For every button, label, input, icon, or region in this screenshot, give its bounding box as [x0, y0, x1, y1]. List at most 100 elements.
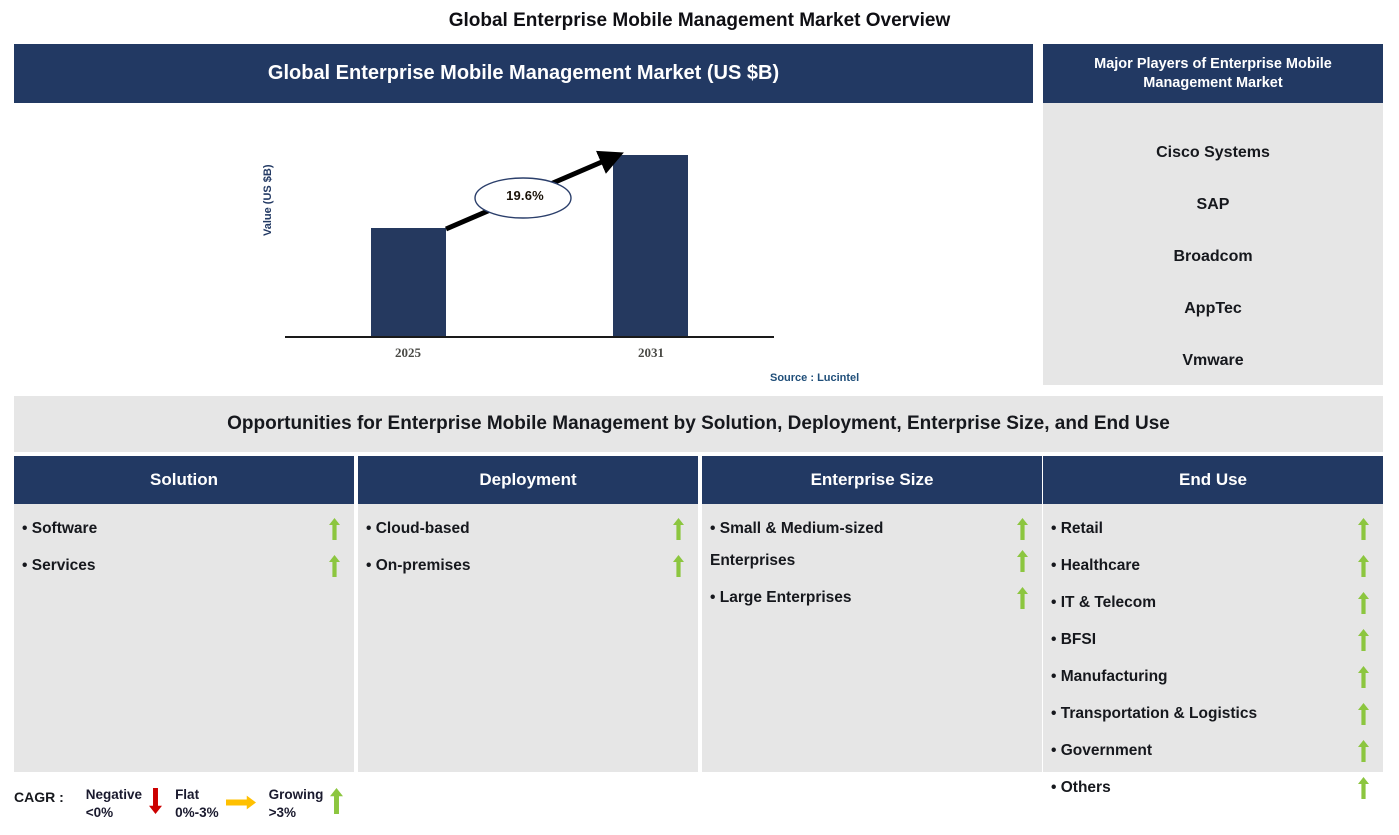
cagr-value-label: 19.6% [506, 188, 544, 203]
opportunity-list-item: • Retail [1043, 513, 1383, 550]
cagr-legend-entry-range: <0% [85, 805, 114, 820]
arrow-up-icon [1358, 518, 1369, 540]
trend-arrow-group [673, 513, 684, 550]
arrow-up-icon [329, 555, 340, 577]
trend-arrow-growing [1358, 555, 1369, 577]
source-note: Source : Lucintel [770, 372, 860, 384]
arrow-up-icon [1358, 740, 1369, 762]
bar-label-2031: 2031 [638, 345, 664, 360]
arrow-up-icon [1358, 555, 1369, 577]
cagr-legend-entry-name: Growing [268, 787, 324, 802]
opportunity-column-solution: Solution • Software • Services [14, 456, 354, 772]
opportunities-banner: Opportunities for Enterprise Mobile Mana… [14, 396, 1383, 452]
column-list-end-use: • Retail • Healthcare • IT & Telecom • BFSI… [1043, 504, 1383, 809]
column-header-enterprise-size: Enterprise Size [702, 456, 1042, 504]
trend-arrow-growing [329, 555, 340, 577]
opportunity-item-label: • BFSI [1051, 631, 1097, 648]
column-header-deployment: Deployment [358, 456, 698, 504]
trend-arrow-growing [1358, 666, 1369, 688]
trend-arrow-group [1358, 661, 1369, 698]
trend-arrow-growing [1358, 592, 1369, 614]
cagr-legend-entry: Growing >3% [269, 786, 351, 822]
opportunity-list-item: • On-premises [358, 550, 698, 587]
opportunity-list-item: • Large Enterprises [702, 582, 1042, 619]
trend-arrow-growing [1358, 740, 1369, 762]
column-list-deployment: • Cloud-based • On-premises [358, 504, 698, 587]
cagr-growth-arrow [445, 150, 624, 232]
opportunity-list-item: • Transportation & Logistics [1043, 698, 1383, 735]
trend-arrow-group [1358, 624, 1369, 661]
opportunity-item-label: • Large Enterprises [710, 589, 852, 606]
trend-arrow-group [1358, 698, 1369, 735]
trend-arrow-growing [1358, 629, 1369, 651]
arrow-up-icon [1358, 703, 1369, 725]
cagr-legend-entry: Flat 0%-3% [175, 786, 263, 822]
opportunity-item-label: • Retail [1051, 520, 1103, 537]
arrow-up-icon [1358, 629, 1369, 651]
trend-arrow-growing [329, 518, 340, 540]
arrow-up-icon [1358, 777, 1369, 799]
opportunity-item-label: • Transportation & Logistics [1051, 705, 1258, 722]
trend-arrow-group [1017, 513, 1028, 582]
trend-arrow-group [1017, 582, 1028, 619]
opportunity-item-label: • Government [1051, 742, 1153, 759]
opportunity-item-label: • Services [22, 557, 96, 574]
arrow-up-green-icon [330, 786, 344, 819]
trend-arrow-growing [1358, 777, 1369, 799]
opportunity-list-item: • Small & Medium-sized Enterprises [702, 513, 1042, 582]
cagr-legend-entry-range: >3% [268, 805, 296, 820]
major-player-item: Cisco Systems [1156, 144, 1270, 161]
opportunity-item-label: • Healthcare [1051, 557, 1140, 574]
trend-arrow-group [1358, 772, 1369, 809]
trend-arrow-growing [673, 555, 684, 577]
cagr-legend-entry-name: Negative [85, 787, 143, 802]
cagr-legend-entry: Negative <0% [86, 786, 169, 822]
trend-arrow-group [673, 550, 684, 587]
arrow-up-icon [1017, 518, 1028, 540]
arrow-down-red-icon [149, 786, 163, 819]
opportunity-list-item: • Services [14, 550, 354, 587]
opportunity-list-item: • Healthcare [1043, 550, 1383, 587]
opportunity-column-end-use: End Use • Retail • Healthcare • IT & Telec… [1043, 456, 1383, 799]
cagr-legend-entry-labels: Flat 0%-3% [175, 786, 219, 822]
chart-plot-area [14, 103, 1033, 385]
major-players-list: Cisco Systems SAP Broadcom AppTec Vmware [1043, 103, 1383, 385]
cagr-legend-entry-name: Flat [175, 787, 200, 802]
major-player-item: Vmware [1182, 352, 1244, 369]
cagr-legend-items: Negative <0% Flat 0%-3% Growing >3% [86, 786, 357, 822]
cagr-legend: CAGR : Negative <0% Flat 0%-3% Growing >3% [14, 786, 356, 830]
cagr-legend-title: CAGR : [14, 789, 64, 805]
trend-arrow-group [1358, 550, 1369, 587]
opportunity-list-item: • Others [1043, 772, 1383, 809]
trend-arrow-group [329, 550, 340, 587]
opportunity-item-label: • Software [22, 520, 98, 537]
chart-y-axis-label: Value (US $B) [262, 164, 274, 236]
arrow-down-icon [149, 788, 163, 814]
opportunity-list-item: • Manufacturing [1043, 661, 1383, 698]
arrow-up-icon [1017, 550, 1028, 572]
trend-arrow-group [1358, 587, 1369, 624]
arrow-right-icon [225, 795, 256, 810]
opportunity-list-item: • Cloud-based [358, 513, 698, 550]
opportunity-list-item: • IT & Telecom [1043, 587, 1383, 624]
arrow-up-icon [673, 555, 684, 577]
column-header-solution: Solution [14, 456, 354, 504]
opportunity-item-label: • Manufacturing [1051, 668, 1168, 685]
arrow-up-icon [329, 518, 340, 540]
opportunity-list-item: • Software [14, 513, 354, 550]
bar-2031 [613, 155, 688, 336]
opportunity-item-label: • On-premises [366, 557, 471, 574]
opportunity-list-item: • Government [1043, 735, 1383, 772]
major-player-item: Broadcom [1173, 248, 1253, 265]
arrow-right-yellow-icon [225, 786, 256, 815]
major-player-item: SAP [1196, 196, 1230, 213]
cagr-legend-entry-labels: Growing >3% [269, 786, 324, 822]
trend-arrow-growing [1358, 518, 1369, 540]
trend-arrow-group [1358, 735, 1369, 772]
opportunity-item-label: • Small & Medium-sized Enterprises [710, 520, 884, 569]
column-header-end-use: End Use [1043, 456, 1383, 504]
trend-arrow-group [1358, 513, 1369, 550]
opportunity-column-enterprise-size: Enterprise Size • Small & Medium-sized E… [702, 456, 1042, 772]
trend-arrow-group [329, 513, 340, 550]
